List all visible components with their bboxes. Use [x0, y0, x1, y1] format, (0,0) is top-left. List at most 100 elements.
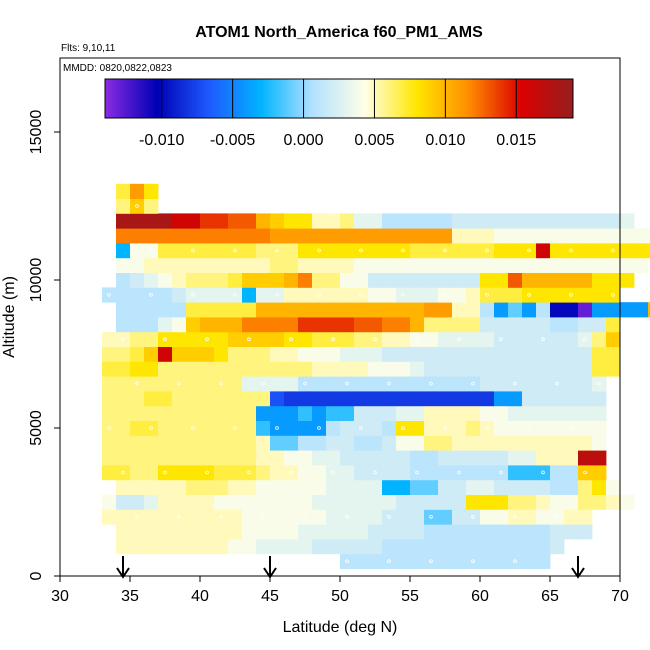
heatmap-cell [564, 509, 579, 525]
heatmap-cell [522, 228, 537, 244]
sample-marker [429, 381, 433, 386]
heatmap-cell [424, 346, 439, 362]
heatmap-cell [592, 228, 607, 244]
heatmap-cell [592, 405, 607, 421]
heatmap-cell [494, 317, 509, 333]
heatmap-cell [158, 213, 173, 229]
heatmap-cell [242, 287, 257, 303]
heatmap-cell [340, 302, 355, 318]
heatmap-cell [298, 435, 313, 451]
heatmap-cell [102, 435, 117, 451]
heatmap-cell [508, 435, 523, 451]
heatmap-cell [144, 287, 159, 303]
heatmap-cell [410, 405, 425, 421]
heatmap-cell [382, 539, 397, 555]
heatmap-cell [466, 287, 481, 303]
heatmap-cell [354, 494, 369, 510]
heatmap-cell [578, 243, 593, 259]
heatmap-cell [578, 287, 593, 303]
heatmap-cell [130, 465, 145, 481]
heatmap-cell [228, 405, 243, 421]
heatmap-cell [200, 420, 215, 436]
heatmap-cell [102, 287, 117, 303]
heatmap-cell [256, 524, 271, 540]
heatmap-cell [578, 494, 593, 510]
heatmap-cell [312, 346, 327, 362]
heatmap-cell [494, 494, 509, 510]
heatmap-cell [200, 317, 215, 333]
heatmap-cell [298, 539, 313, 555]
heatmap-cell [564, 494, 579, 510]
heatmap-cell [550, 479, 565, 495]
heatmap-cell [200, 331, 215, 347]
heatmap-cell [592, 391, 607, 407]
heatmap-cell [242, 539, 257, 555]
heatmap-cell [312, 494, 327, 510]
sample-marker [317, 426, 321, 430]
heatmap-cell [270, 361, 285, 377]
heatmap-cell [298, 331, 313, 347]
heatmap-cell [242, 465, 257, 481]
heatmap-cell [186, 539, 201, 555]
heatmap-cell [284, 450, 299, 466]
heatmap-cell [410, 257, 425, 273]
heatmap-cell [494, 524, 509, 540]
heatmap-cell [326, 361, 341, 377]
heatmap-cell [340, 509, 355, 525]
heatmap-cell [368, 391, 383, 407]
heatmap-cell [158, 346, 173, 362]
sample-marker [401, 426, 405, 430]
heatmap-cell [354, 302, 369, 318]
heatmap-cell [550, 509, 565, 525]
sample-marker [485, 292, 489, 297]
heatmap-cell [368, 509, 383, 525]
heatmap-cell [228, 420, 243, 436]
heatmap-cell [284, 494, 299, 510]
heatmap-cell [494, 361, 509, 377]
sample-marker [541, 470, 545, 475]
heatmap-cell [438, 213, 453, 229]
heatmap-cell [368, 524, 383, 540]
heatmap-cell [186, 361, 201, 377]
heatmap-cell [354, 376, 369, 392]
heatmap-cell [508, 405, 523, 421]
sample-marker [359, 292, 363, 297]
heatmap-cell [480, 346, 495, 362]
heatmap-cell [284, 317, 299, 333]
heatmap-cell [242, 331, 257, 347]
heatmap-cell [172, 376, 187, 392]
heatmap-cell [242, 213, 257, 229]
heatmap-cell [424, 391, 439, 407]
heatmap-cell [144, 524, 159, 540]
sample-marker [345, 514, 349, 519]
heatmap-cell [452, 287, 467, 303]
heatmap-cell [452, 435, 467, 451]
heatmap-cell [396, 553, 411, 569]
sample-marker [289, 470, 293, 475]
heatmap-cell [340, 405, 355, 421]
sample-marker [275, 292, 279, 297]
heatmap-cell [480, 435, 495, 451]
heatmap-cell [424, 243, 439, 259]
heatmap-cell [312, 435, 327, 451]
heatmap-cell [116, 198, 131, 214]
heatmap-cell [368, 361, 383, 377]
y-tick-label: 5000 [28, 410, 45, 446]
heatmap-cell [578, 272, 593, 288]
heatmap-cell [228, 272, 243, 288]
heatmap-cell [200, 450, 215, 466]
heatmap-cell [354, 213, 369, 229]
heatmap-cell [354, 228, 369, 244]
heatmap-cell [298, 391, 313, 407]
heatmap-cell [606, 228, 621, 244]
heatmap-cell [536, 346, 551, 362]
heatmap-cell [410, 272, 425, 288]
heatmap-cell [508, 450, 523, 466]
heatmap-cell [144, 361, 159, 377]
heatmap-cell [200, 302, 215, 318]
heatmap-cell [466, 257, 481, 273]
heatmap-cell [578, 465, 593, 481]
heatmap-cell [592, 420, 607, 436]
heatmap-cell [480, 391, 495, 407]
heatmap-cell [480, 376, 495, 392]
